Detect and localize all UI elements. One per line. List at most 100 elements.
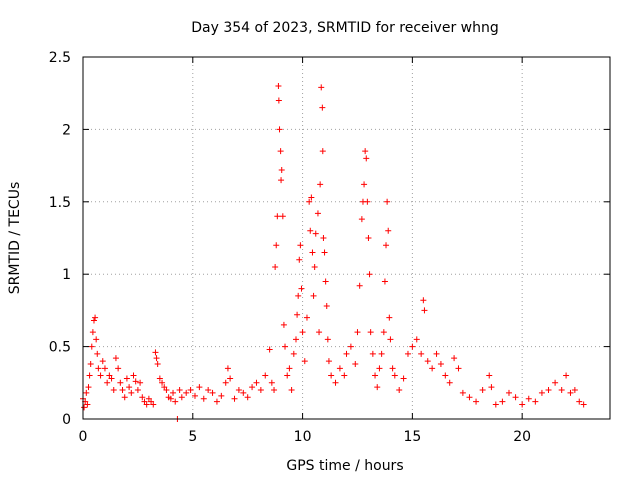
data-point [492,401,499,408]
data-point [383,242,390,249]
data-point [532,398,539,405]
data-point [280,321,287,328]
data-point [324,336,331,343]
data-point [361,181,368,188]
data-point [101,365,108,372]
data-point [323,303,330,310]
data-point [284,372,291,379]
data-point [150,401,157,408]
data-point [99,358,106,365]
data-point [389,365,396,372]
data-point [222,379,229,386]
data-point [563,372,570,379]
data-point [139,394,146,401]
data-point [275,97,282,104]
data-point [176,387,183,394]
data-point [404,350,411,357]
data-point [235,387,242,394]
x-tick-label: 10 [294,429,312,445]
data-point [95,365,102,372]
data-point [227,375,234,382]
data-point [479,387,486,394]
data-point [358,216,365,223]
data-point [271,387,278,394]
axis-ticks [82,56,610,420]
data-point [119,387,126,394]
data-point [110,387,117,394]
data-point [505,389,512,396]
data-point [420,297,427,304]
data-point [455,365,462,372]
data-point [159,379,166,386]
data-point [93,336,100,343]
data-point [83,389,90,396]
data-point [319,148,326,155]
data-point [409,343,416,350]
data-point [322,278,329,285]
data-point [274,213,281,220]
data-point [170,389,177,396]
data-point [421,307,428,314]
data-point [296,256,303,263]
data-point [301,358,308,365]
data-point [354,329,361,336]
data-point [196,384,203,391]
data-point [257,387,264,394]
data-point [134,387,141,394]
data-point [121,394,128,401]
data-point [429,365,436,372]
data-point [311,263,318,270]
data-point [538,389,545,396]
data-point [123,375,130,382]
data-point [205,387,212,394]
data-point [262,372,269,379]
data-point [307,227,314,234]
data-point [571,387,578,394]
data-point [325,358,332,365]
data-point [249,384,256,391]
data-point [366,271,373,278]
data-point [545,387,552,394]
data-point [380,329,387,336]
data-point [567,389,574,396]
data-point [282,343,289,350]
data-point [244,394,251,401]
data-point [369,350,376,357]
x-tick-label: 0 [79,429,88,445]
data-point [268,379,275,386]
data-point [413,336,420,343]
data-point [332,379,339,386]
data-point [308,194,315,201]
data-point [466,394,473,401]
data-point [104,379,111,386]
data-point [143,401,150,408]
data-point [240,389,247,396]
data-point [387,336,394,343]
data-point [442,372,449,379]
data-point [272,263,279,270]
data-point [132,378,139,385]
data-point [253,379,260,386]
data-point [391,372,398,379]
data-point [290,350,297,357]
data-point [303,314,310,321]
data-point [297,242,304,249]
data-point [336,365,343,372]
data-point [320,235,327,241]
data-point [266,346,273,353]
data-point [108,375,115,382]
data-point [191,392,198,399]
data-point [473,398,480,405]
data-point [97,372,104,379]
data-point [424,358,431,365]
data-point [94,350,101,357]
data-point [112,355,119,362]
data-point [446,379,453,386]
data-point [525,395,532,402]
data-point [126,384,133,391]
data-point [218,392,225,399]
data-point [89,329,96,336]
data-point [488,384,495,391]
y-axis-label: SRMTID / TECUs [7,182,23,295]
